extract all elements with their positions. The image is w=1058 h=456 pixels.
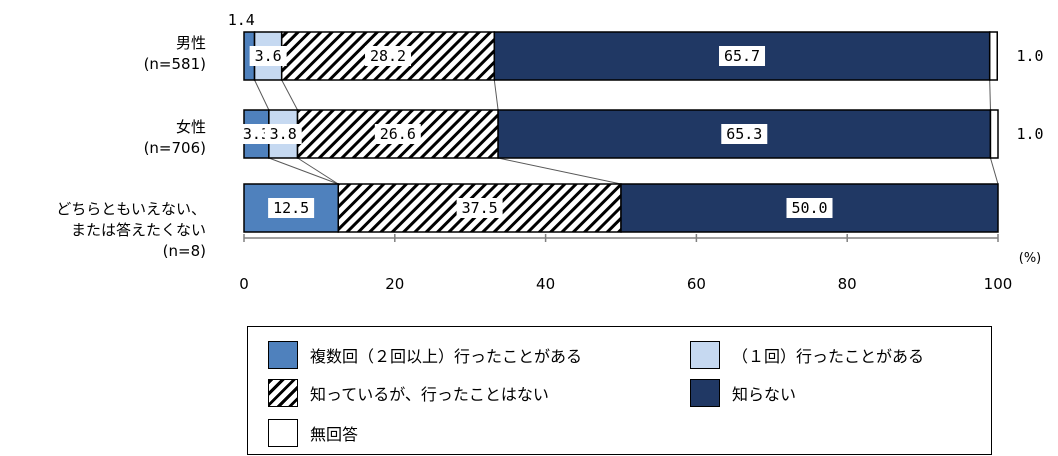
data-label-bg bbox=[786, 198, 833, 218]
connector-line bbox=[254, 79, 270, 111]
connector-line bbox=[281, 79, 298, 111]
x-tick-label: 20 bbox=[385, 275, 404, 293]
data-label-bg bbox=[374, 124, 421, 144]
data-label: 3.3 bbox=[243, 125, 270, 143]
legend-swatch bbox=[268, 419, 298, 447]
data-label: 1.0 bbox=[1016, 125, 1043, 143]
legend-swatch bbox=[268, 379, 298, 407]
data-label: 3.6 bbox=[255, 47, 282, 65]
x-tick-label: 100 bbox=[984, 275, 1013, 293]
x-unit-label: (%) bbox=[1019, 251, 1042, 266]
category-name: 男性 bbox=[175, 34, 206, 52]
legend-item-na: 無回答 bbox=[268, 419, 358, 447]
legend-label: 無回答 bbox=[310, 425, 359, 444]
legend-label: （１回）行ったことがある bbox=[732, 347, 925, 366]
bar-segment bbox=[988, 31, 998, 81]
legend-item-dont: 知らない bbox=[690, 379, 796, 407]
data-label: 65.7 bbox=[724, 47, 760, 65]
connector-line bbox=[297, 157, 339, 185]
data-label-bg bbox=[365, 46, 412, 66]
connector-line bbox=[268, 157, 339, 185]
x-tick-label: 40 bbox=[536, 275, 555, 293]
legend-label: 複数回（２回以上）行ったことがある bbox=[310, 347, 583, 366]
data-label-bg bbox=[249, 46, 287, 66]
data-label-bg bbox=[268, 198, 315, 218]
data-label-bg bbox=[719, 46, 766, 66]
legend-label: 知っているが、行ったことはない bbox=[310, 385, 549, 404]
category-name: 女性 bbox=[175, 118, 206, 136]
stacked-bar-chart: 1.43.6 28.2 65.7 1.0 3.3 3.8 26.6 65.3 1.0 12.5 37… bbox=[228, 11, 1044, 293]
legend-swatch bbox=[690, 341, 720, 369]
connector-line bbox=[497, 157, 622, 185]
data-label: 28.2 bbox=[370, 47, 406, 65]
connector-line bbox=[989, 157, 999, 185]
data-label-bg bbox=[264, 124, 302, 144]
data-label: 65.3 bbox=[726, 125, 762, 143]
legend-swatch bbox=[690, 379, 720, 407]
x-tick-label: 60 bbox=[687, 275, 706, 293]
data-label: 1.4 bbox=[228, 11, 255, 29]
connector-line bbox=[989, 79, 991, 111]
connector-line bbox=[493, 79, 499, 111]
x-tick-label: 0 bbox=[239, 275, 249, 293]
category-name: どちらともいえない、 または答えたくない bbox=[56, 200, 206, 239]
data-label: 26.6 bbox=[380, 125, 416, 143]
data-label: 1.0 bbox=[1016, 47, 1043, 65]
data-label-bg bbox=[721, 124, 768, 144]
data-label: 50.0 bbox=[791, 199, 827, 217]
category-label-male: 男性 (n=581) bbox=[144, 33, 206, 75]
category-n: (n=8) bbox=[162, 242, 206, 260]
legend-label: 知らない bbox=[732, 385, 797, 404]
data-label: 37.5 bbox=[462, 199, 498, 217]
legend-item-multi: 複数回（２回以上）行ったことがある bbox=[268, 341, 582, 369]
data-label: 12.5 bbox=[273, 199, 309, 217]
category-label-other: どちらともいえない、 または答えたくない (n=8) bbox=[56, 178, 206, 283]
x-tick-label: 80 bbox=[838, 275, 857, 293]
legend-item-know: 知っているが、行ったことはない bbox=[268, 379, 549, 407]
legend: 複数回（２回以上）行ったことがある （１回）行ったことがある 知っているが、行っ… bbox=[247, 326, 992, 455]
category-n: (n=706) bbox=[143, 139, 206, 157]
bar-segment bbox=[989, 109, 999, 159]
legend-swatch bbox=[268, 341, 298, 369]
category-n: (n=581) bbox=[143, 55, 206, 73]
data-label: 3.8 bbox=[270, 125, 297, 143]
data-label-bg bbox=[456, 198, 503, 218]
legend-item-once: （１回）行ったことがある bbox=[690, 341, 924, 369]
category-label-female: 女性 (n=706) bbox=[144, 117, 206, 159]
